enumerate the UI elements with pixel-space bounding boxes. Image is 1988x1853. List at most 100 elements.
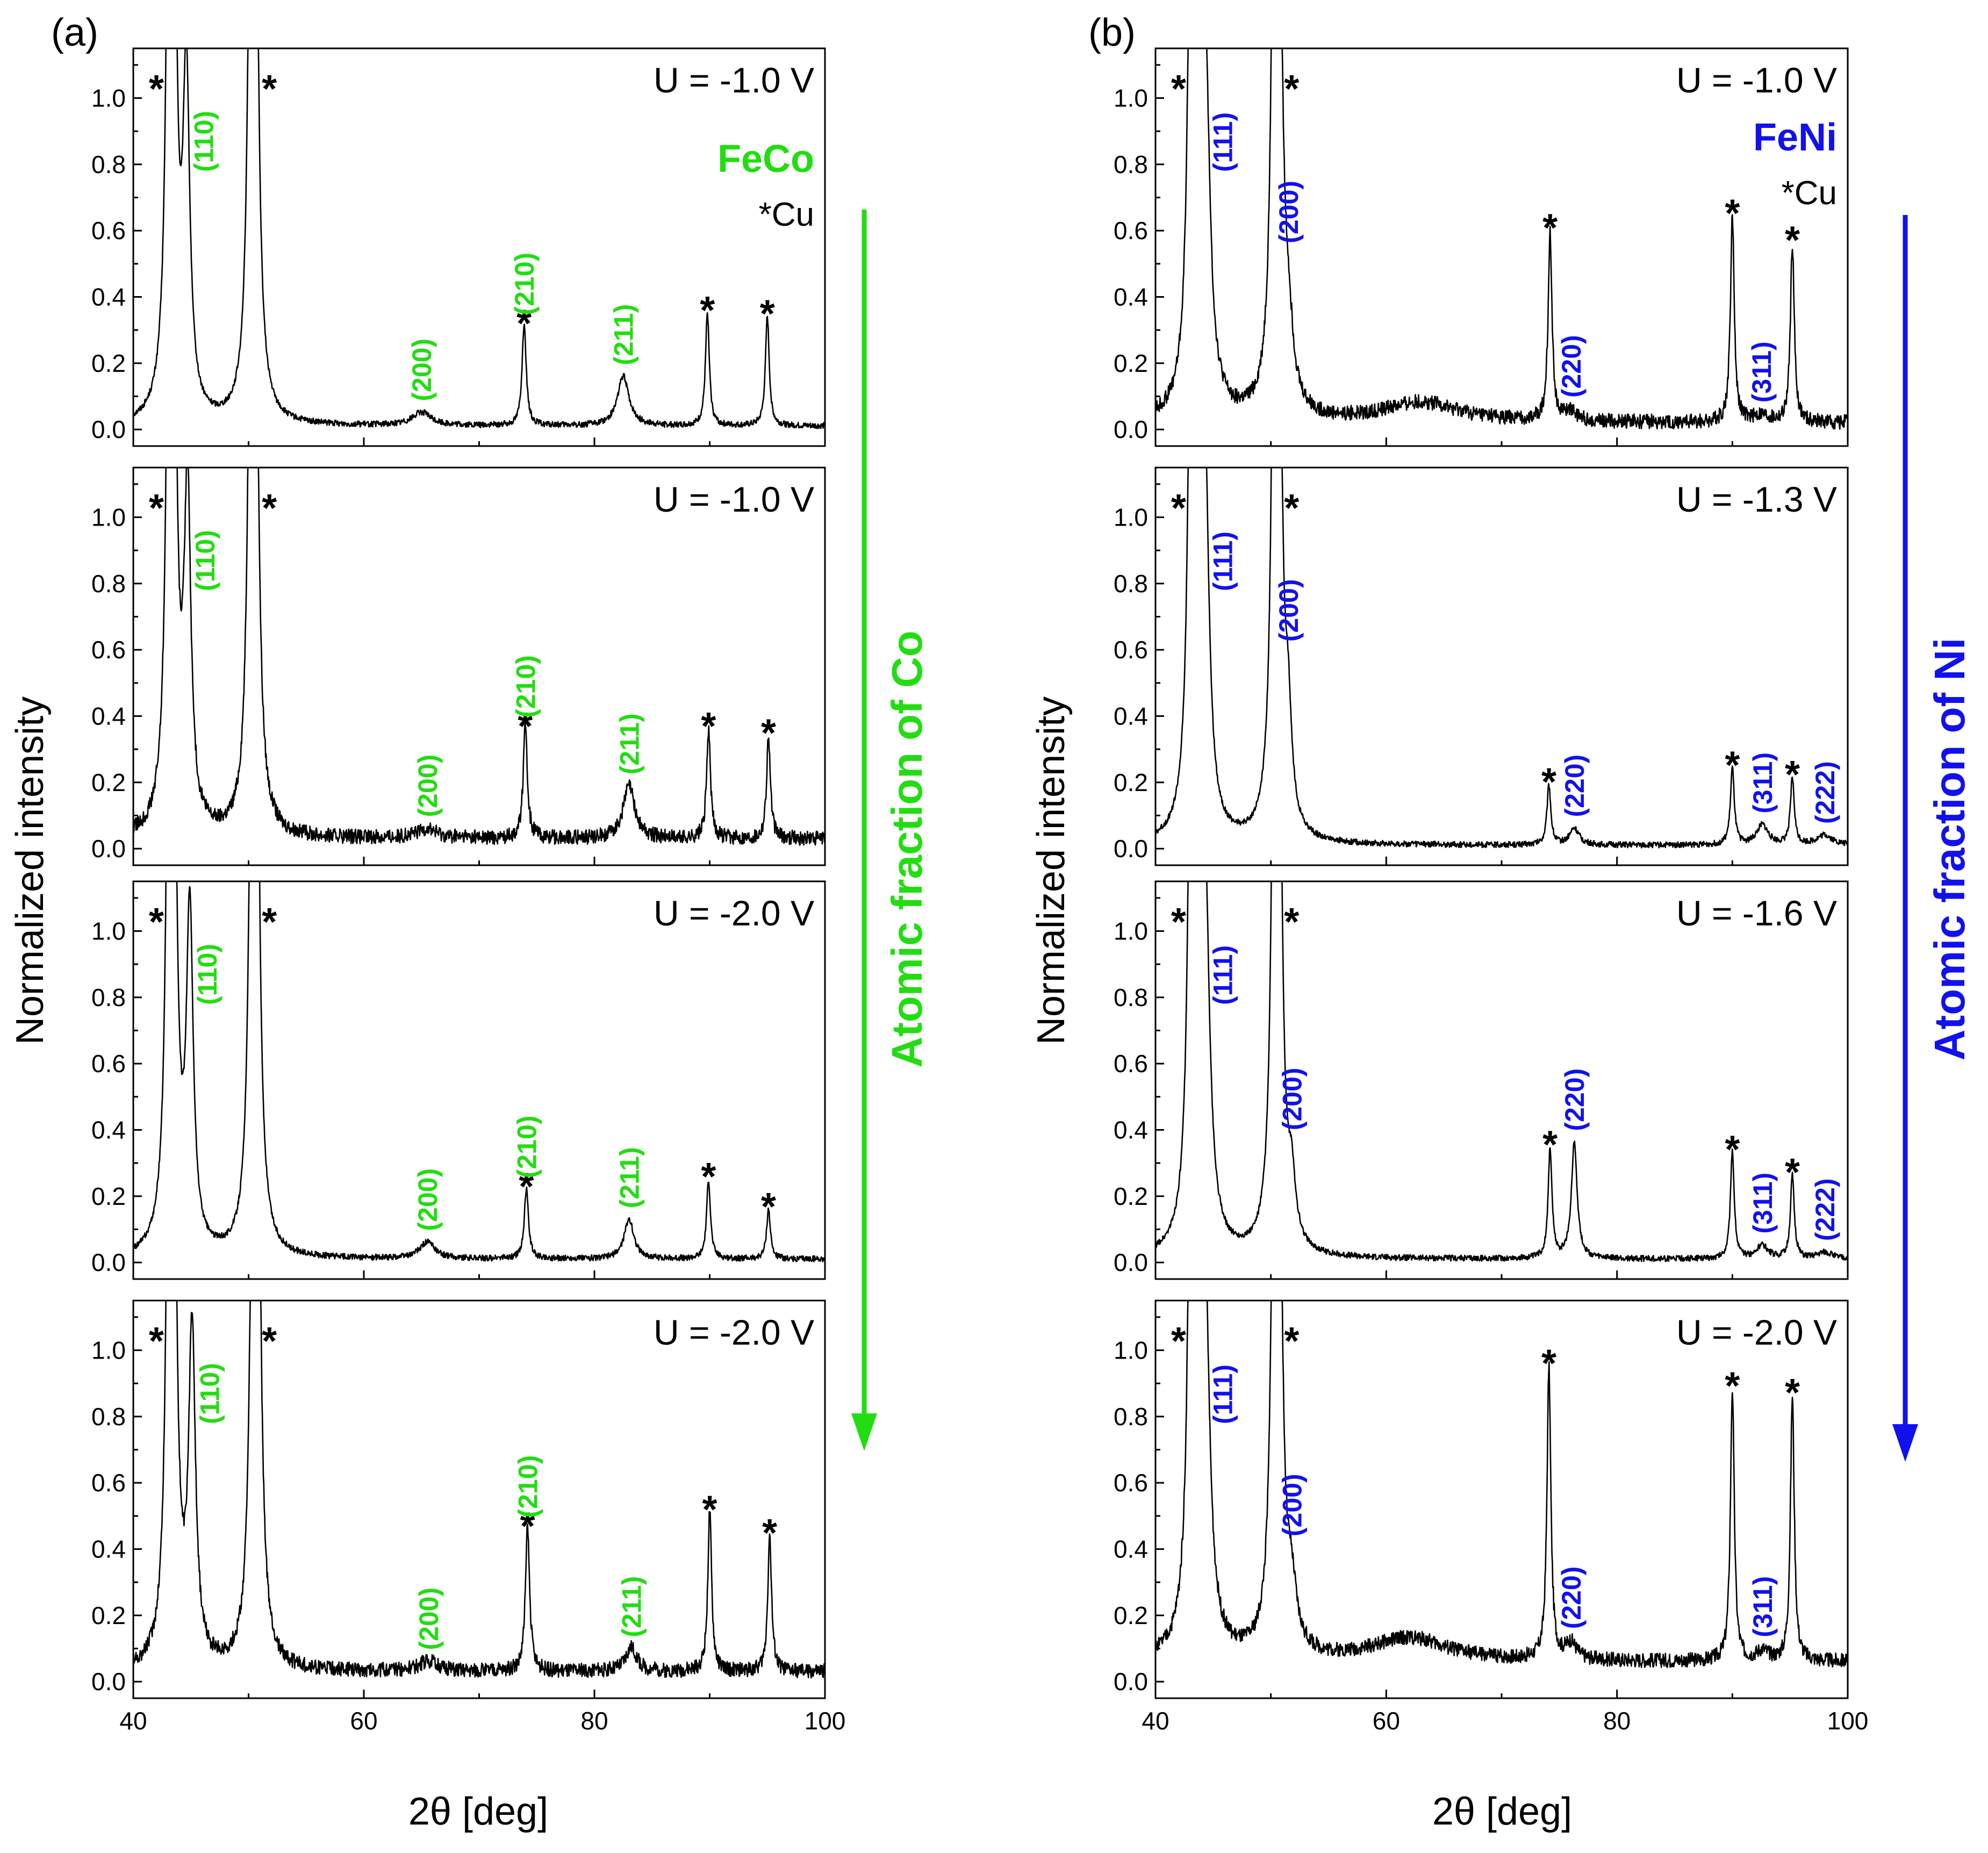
cu-peak-marker: * bbox=[1785, 1371, 1800, 1414]
panel-letter: (a) bbox=[51, 11, 98, 54]
y-tick-label: 0.2 bbox=[91, 1601, 126, 1629]
y-tick-label: 0.6 bbox=[1114, 217, 1148, 245]
hkl-label: (311) bbox=[1748, 1576, 1778, 1637]
hkl-label: (211) bbox=[609, 304, 639, 365]
trend-arrow bbox=[1892, 215, 1918, 1462]
y-tick-label: 0.6 bbox=[91, 1050, 126, 1078]
trend-arrow bbox=[851, 210, 877, 1451]
y-tick-label: 0.2 bbox=[91, 1182, 126, 1210]
subplot-3: 0.0 0.2 0.4 0.6 0.8 1.0 U = -1.6 V * * * * * (111) (2… bbox=[1114, 880, 1849, 1280]
cu-peak-marker: * bbox=[262, 901, 277, 944]
y-tick-label: 1.0 bbox=[91, 504, 126, 532]
y-tick-label: 0.8 bbox=[91, 150, 126, 178]
hkl-label: (111) bbox=[1208, 1364, 1238, 1424]
xrd-trace bbox=[133, 881, 825, 1262]
xrd-trace bbox=[133, 1301, 825, 1679]
panel-letter: (b) bbox=[1088, 11, 1136, 54]
y-tick-label: 0.4 bbox=[91, 1116, 126, 1144]
y-tick-label: 0.0 bbox=[91, 835, 126, 863]
cu-peak-marker: * bbox=[1725, 1365, 1740, 1408]
hkl-label: (200) bbox=[414, 1588, 444, 1650]
hkl-label: (220) bbox=[1560, 1068, 1590, 1131]
y-tick-label: 0.2 bbox=[1114, 349, 1148, 377]
voltage-label: U = -2.0 V bbox=[654, 893, 814, 933]
cu-peak-marker: * bbox=[1725, 744, 1740, 787]
hkl-label: (220) bbox=[1560, 755, 1590, 817]
cu-peak-marker: * bbox=[701, 705, 716, 748]
hkl-label: (210) bbox=[509, 253, 540, 315]
voltage-label: U = -2.0 V bbox=[1676, 1312, 1837, 1352]
y-tick-label: 0.8 bbox=[1114, 1403, 1148, 1431]
material-label: FeNi bbox=[1753, 116, 1837, 159]
hkl-label: (110) bbox=[192, 944, 223, 1005]
hkl-label: (211) bbox=[614, 713, 644, 774]
x-tick-label: 60 bbox=[350, 1707, 377, 1735]
y-tick-label: 0.6 bbox=[91, 636, 126, 664]
cu-peak-marker: * bbox=[760, 293, 775, 336]
voltage-label: U = -1.0 V bbox=[654, 60, 814, 100]
voltage-label: U = -1.0 V bbox=[654, 479, 814, 519]
hkl-label: (210) bbox=[512, 1116, 542, 1179]
subplot-4: 0.0 0.2 0.4 0.6 0.8 1.0 40 60 80 100 U = -2.0 V * * *… bbox=[91, 1299, 846, 1735]
y-tick-label: 1.0 bbox=[91, 917, 126, 945]
cu-peak-marker: * bbox=[1785, 219, 1800, 262]
hkl-label: (110) bbox=[190, 530, 220, 591]
hkl-label: (211) bbox=[617, 1576, 647, 1637]
cu-peak-marker: * bbox=[1725, 192, 1740, 235]
subplot-2: 0.0 0.2 0.4 0.6 0.8 1.0 U = -1.3 V * * * * * (111) (2… bbox=[1114, 466, 1849, 866]
hkl-label: (111) bbox=[1208, 945, 1238, 1005]
cu-peak-marker: * bbox=[1284, 487, 1299, 530]
xrd-trace bbox=[1156, 468, 1848, 849]
y-tick-label: 1.0 bbox=[1114, 1337, 1148, 1364]
y-tick-label: 0.6 bbox=[1114, 1050, 1148, 1078]
subplot-4: 0.0 0.2 0.4 0.6 0.8 1.0 40 60 80 100 U = -2.0 V * * *… bbox=[1114, 1299, 1869, 1735]
plot-frame bbox=[132, 880, 826, 1280]
x-tick-label: 80 bbox=[1603, 1707, 1631, 1735]
x-tick-label: 100 bbox=[1827, 1707, 1869, 1735]
cu-note: *Cu bbox=[759, 196, 814, 233]
cu-peak-marker: * bbox=[149, 901, 164, 944]
y-tick-label: 0.4 bbox=[1114, 283, 1148, 311]
xrd-trace bbox=[133, 468, 825, 846]
x-tick-label: 60 bbox=[1373, 1707, 1400, 1735]
hkl-label: (111) bbox=[1208, 532, 1238, 591]
xrd-trace bbox=[1156, 881, 1848, 1262]
xrd-trace bbox=[1156, 48, 1848, 430]
cu-peak-marker: * bbox=[702, 1489, 717, 1532]
cu-peak-marker: * bbox=[1171, 1320, 1186, 1363]
hkl-label: (200) bbox=[1277, 1068, 1307, 1131]
cu-peak-marker: * bbox=[1171, 487, 1186, 530]
cu-peak-marker: * bbox=[1171, 68, 1186, 111]
y-tick-label: 0.2 bbox=[1114, 1601, 1148, 1629]
cu-peak-marker: * bbox=[519, 1165, 534, 1208]
y-tick-label: 0.6 bbox=[91, 217, 126, 245]
y-tick-label: 0.0 bbox=[1114, 835, 1148, 863]
x-tick-label: 100 bbox=[805, 1707, 846, 1735]
cu-peak-marker: * bbox=[1284, 901, 1299, 944]
y-tick-label: 0.8 bbox=[91, 983, 126, 1011]
material-label: FeCo bbox=[717, 138, 814, 181]
cu-peak-marker: * bbox=[762, 1512, 777, 1555]
y-tick-label: 0.4 bbox=[1114, 1116, 1148, 1144]
cu-peak-marker: * bbox=[701, 1155, 716, 1198]
hkl-label: (311) bbox=[1748, 1173, 1778, 1234]
hkl-label: (200) bbox=[1274, 579, 1304, 642]
cu-note: *Cu bbox=[1782, 175, 1837, 212]
cu-peak-marker: * bbox=[761, 712, 776, 755]
panel-a: (a) Normalized intensity 2θ [deg] Atomic fr… bbox=[9, 11, 931, 1833]
cu-peak-marker: * bbox=[262, 1320, 277, 1363]
y-tick-label: 0.8 bbox=[91, 570, 126, 598]
hkl-label: (210) bbox=[511, 655, 541, 718]
hkl-label: (222) bbox=[1810, 761, 1840, 824]
x-tick-label: 80 bbox=[580, 1707, 608, 1735]
cu-peak-marker: * bbox=[1542, 1123, 1558, 1166]
y-tick-label: 0.2 bbox=[1114, 1182, 1148, 1210]
cu-peak-marker: * bbox=[1725, 1129, 1740, 1172]
hkl-label: (200) bbox=[1274, 181, 1304, 243]
y-axis-label: Normalized intensity bbox=[9, 696, 52, 1045]
hkl-label: (200) bbox=[413, 1168, 443, 1231]
voltage-label: U = -1.6 V bbox=[1676, 893, 1837, 933]
y-tick-label: 0.6 bbox=[1114, 636, 1148, 664]
y-tick-label: 0.4 bbox=[1114, 702, 1148, 730]
